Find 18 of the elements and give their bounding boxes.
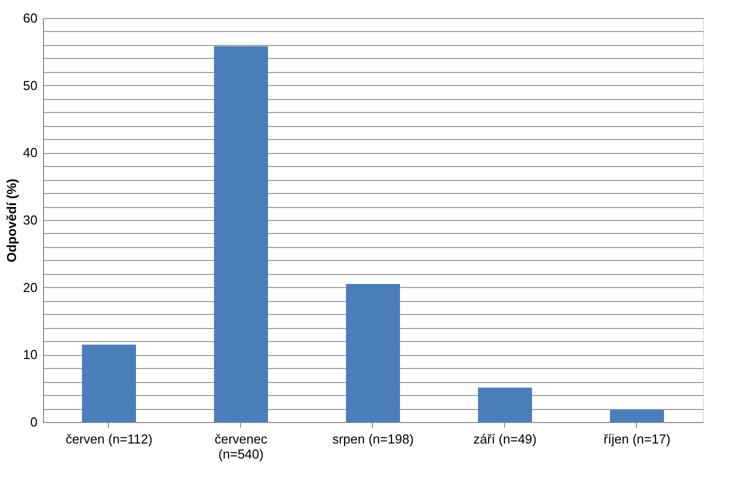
y-tick-label: 10 bbox=[23, 347, 38, 362]
x-tick-label: červenec (n=540) bbox=[214, 432, 268, 462]
bar bbox=[478, 388, 532, 422]
y-axis-title: Odpovědí (%) bbox=[4, 178, 20, 262]
x-tick-label: říjen (n=17) bbox=[604, 432, 670, 446]
y-tick-label: 50 bbox=[23, 78, 38, 93]
x-tick-label: září (n=49) bbox=[473, 432, 537, 446]
x-tick-label: srpen (n=198) bbox=[332, 432, 414, 446]
x-tick-label: červen (n=112) bbox=[66, 432, 152, 446]
bar bbox=[82, 344, 136, 422]
bar bbox=[610, 410, 664, 422]
y-tick-label: 40 bbox=[23, 145, 38, 160]
y-tick-label: 30 bbox=[23, 212, 38, 228]
bar bbox=[214, 46, 268, 422]
bar bbox=[346, 284, 400, 422]
y-tick-label: 0 bbox=[30, 414, 38, 430]
y-tick-label: 60 bbox=[23, 10, 38, 26]
y-tick-label: 20 bbox=[23, 280, 38, 295]
